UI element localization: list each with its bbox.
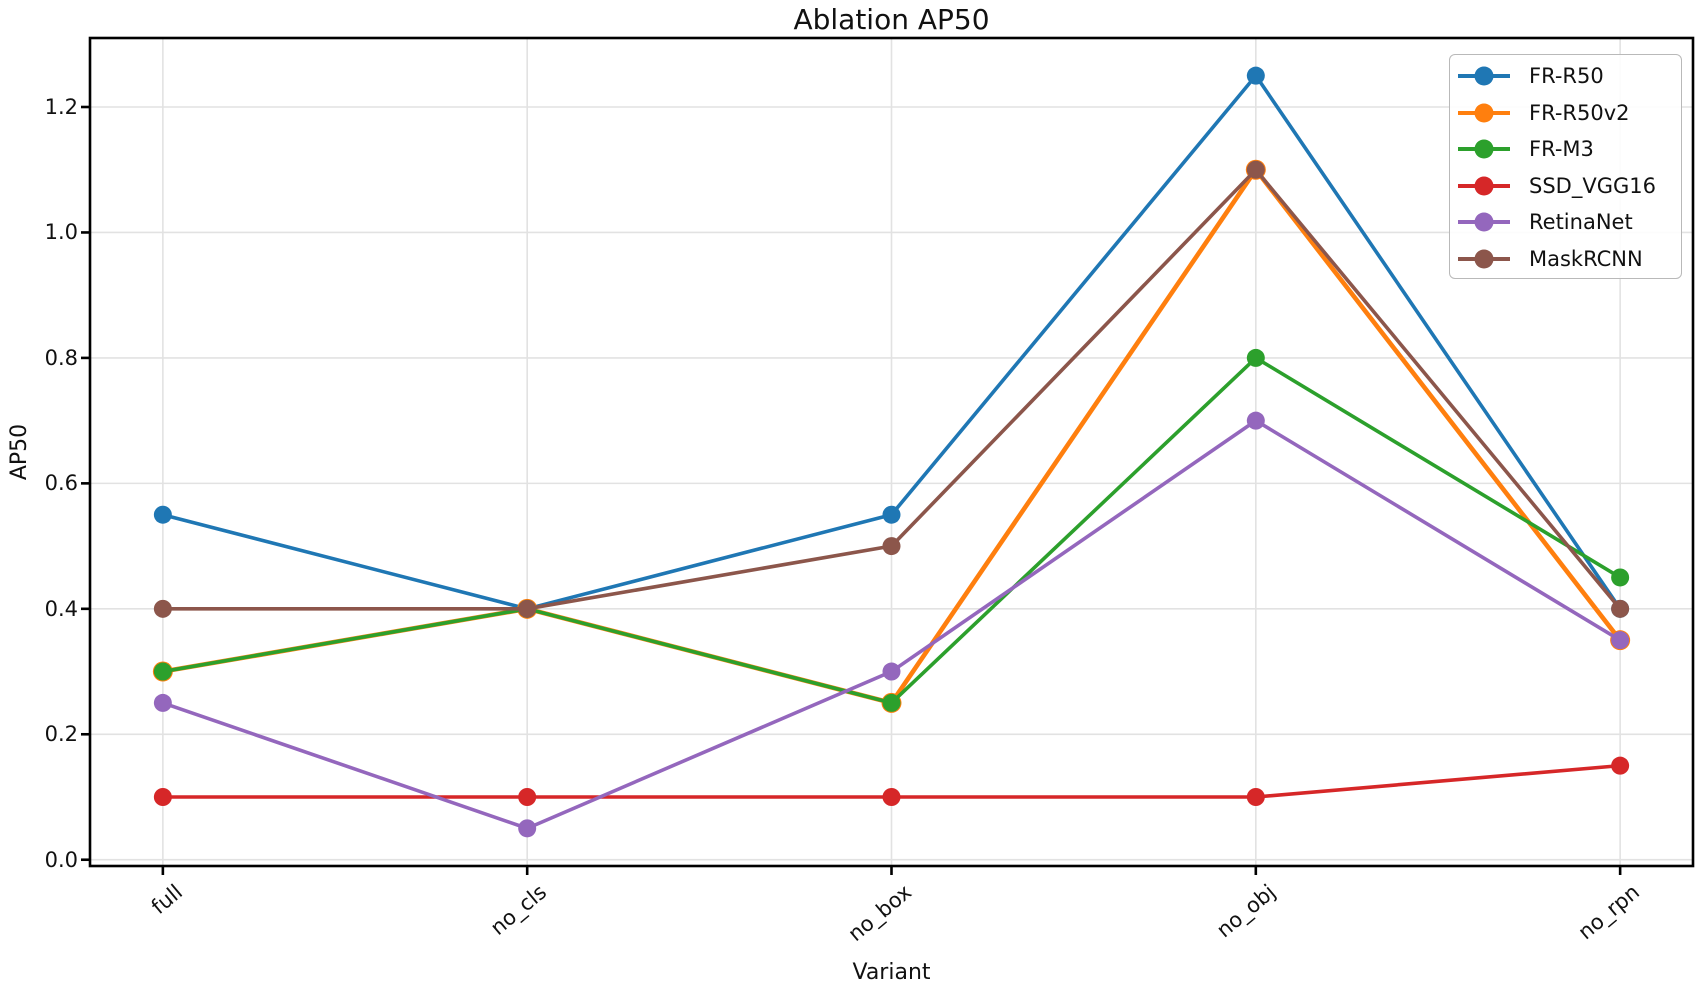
series-marker-RetinaNet: [1611, 631, 1630, 650]
series-marker-SSD_VGG16: [1246, 788, 1265, 806]
series-marker-SSD_VGG16: [882, 788, 901, 806]
series-marker-RetinaNet: [518, 819, 537, 838]
series-marker-FR-R50: [153, 505, 172, 524]
series-marker-SSD_VGG16: [1611, 756, 1630, 775]
y-tick-label: 1.0: [44, 220, 78, 245]
series-marker-MaskRCNN: [518, 599, 537, 618]
series-marker-FR-M3: [1611, 568, 1630, 587]
legend-entry: RetinaNet: [1457, 204, 1681, 241]
y-tick-label: 0.4: [44, 596, 78, 621]
series-marker-MaskRCNN: [882, 537, 901, 556]
y-tick-label: 0.0: [44, 847, 78, 872]
legend-label: RetinaNet: [1529, 210, 1633, 235]
legend-entry: FR-R50: [1457, 58, 1681, 95]
legend-swatch-icon: [1458, 212, 1510, 232]
series-marker-FR-R50: [1246, 66, 1265, 85]
legend-label: MaskRCNN: [1529, 246, 1643, 271]
legend-label: SSD_VGG16: [1529, 173, 1656, 198]
legend-swatch-icon: [1458, 103, 1510, 123]
legend-entry: FR-M3: [1457, 131, 1681, 168]
y-tick-label: 0.2: [44, 722, 78, 747]
legend-swatch-icon: [1458, 66, 1510, 86]
legend-entry: FR-R50v2: [1457, 95, 1681, 132]
legend-label: FR-M3: [1529, 137, 1594, 162]
y-tick-label: 0.6: [44, 471, 78, 496]
series-marker-SSD_VGG16: [518, 788, 537, 806]
y-tick-label: 0.8: [44, 345, 78, 370]
legend-label: FR-R50: [1529, 64, 1604, 89]
chart-title: Ablation AP50: [793, 3, 990, 36]
series-marker-FR-M3: [153, 662, 172, 681]
series-marker-RetinaNet: [1246, 411, 1265, 430]
series-marker-RetinaNet: [882, 662, 901, 681]
legend-entry: MaskRCNN: [1457, 241, 1681, 278]
legend-entry: SSD_VGG16: [1457, 168, 1681, 205]
legend: FR-R50 FR-R50v2 FR-M3 SSD_VGG16 RetinaNe…: [1449, 54, 1682, 279]
series-marker-MaskRCNN: [1611, 599, 1630, 618]
series-marker-SSD_VGG16: [153, 788, 172, 806]
legend-swatch-icon: [1458, 176, 1510, 196]
series-marker-FR-R50: [882, 505, 901, 524]
series-marker-FR-M3: [882, 693, 901, 712]
series-marker-MaskRCNN: [1246, 160, 1265, 179]
legend-swatch-icon: [1458, 139, 1510, 159]
legend-swatch-icon: [1458, 249, 1510, 269]
series-marker-FR-M3: [1246, 348, 1265, 367]
series-marker-RetinaNet: [153, 693, 172, 712]
y-tick-label: 1.2: [44, 95, 78, 119]
series-marker-MaskRCNN: [153, 599, 172, 618]
legend-label: FR-R50v2: [1529, 100, 1630, 125]
x-axis-label: Variant: [852, 960, 931, 985]
